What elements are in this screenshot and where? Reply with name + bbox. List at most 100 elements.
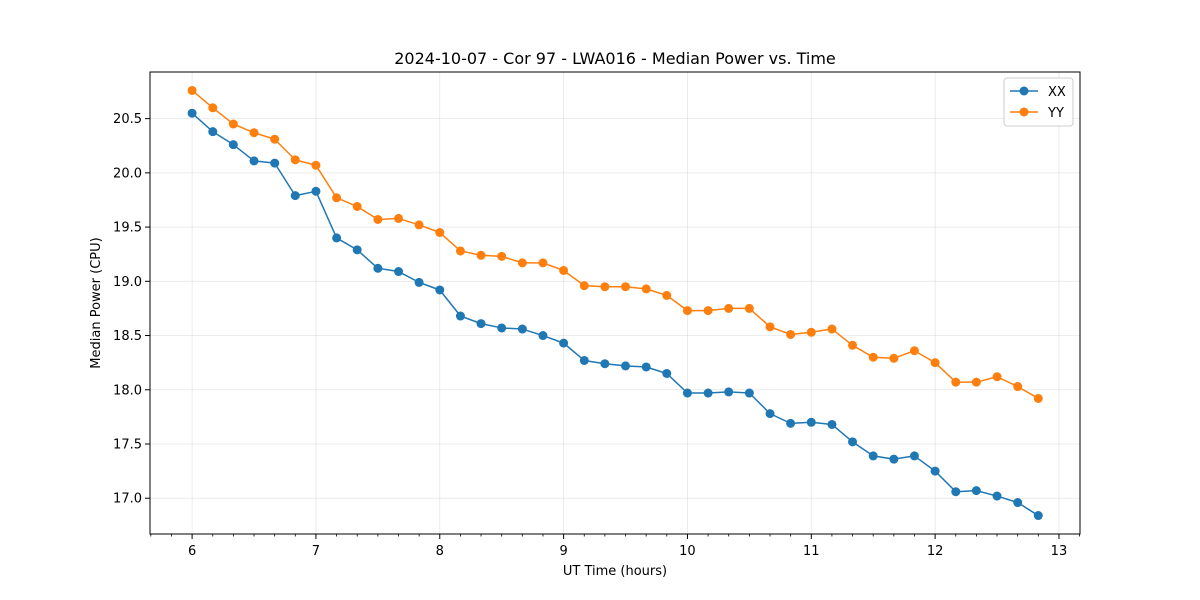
data-point-yy [682, 306, 692, 316]
data-point-xx [930, 466, 940, 476]
data-point-yy [889, 353, 899, 363]
data-point-xx [971, 486, 981, 496]
data-point-yy [455, 246, 465, 256]
data-point-xx [414, 277, 424, 287]
data-point-yy [786, 329, 796, 339]
data-point-xx [497, 323, 507, 333]
data-point-yy [848, 340, 858, 350]
data-point-xx [187, 108, 197, 118]
data-point-xx [662, 368, 672, 378]
data-point-xx [394, 267, 404, 277]
data-point-xx [579, 355, 589, 365]
data-point-yy [311, 160, 321, 170]
axis-ticks: 6 7 8 9 10 11 12 13 17.0 17.5 18.0 18.5 19.0 19.5 20.0… [113, 112, 1080, 559]
x-tick-label: 13 [1051, 544, 1068, 559]
x-tick-label: 6 [188, 544, 196, 559]
plot-frame [149, 71, 1081, 535]
data-point-xx [249, 156, 259, 166]
x-tick-label: 7 [312, 544, 320, 559]
y-tick-label: 17.5 [113, 437, 142, 452]
data-point-yy [765, 322, 775, 332]
data-point-xx [744, 388, 754, 398]
data-point-yy [930, 358, 940, 368]
data-point-xx [517, 324, 527, 334]
y-tick-label: 18.0 [113, 383, 142, 398]
x-tick-label: 11 [803, 544, 820, 559]
y-tick-label: 18.5 [113, 329, 142, 344]
data-point-yy [332, 193, 342, 203]
y-axis-label: Median Power (CPU) [89, 237, 104, 368]
data-point-yy [414, 220, 424, 230]
data-point-xx [951, 487, 961, 497]
y-tick-label: 20.5 [113, 112, 142, 127]
data-point-yy [909, 346, 919, 356]
data-point-yy [641, 284, 651, 294]
data-point-xx [332, 233, 342, 243]
data-point-xx [270, 158, 280, 168]
grid-lines [150, 72, 1080, 534]
data-point-xx [703, 388, 713, 398]
data-point-yy [373, 214, 383, 224]
legend-label-yy: YY [1047, 106, 1064, 121]
data-point-xx [868, 451, 878, 461]
data-point-xx [1033, 511, 1043, 521]
x-tick-label: 12 [927, 544, 944, 559]
data-point-yy [744, 303, 754, 313]
data-point-xx [909, 451, 919, 461]
data-point-xx [621, 361, 631, 371]
data-point-xx [600, 359, 610, 369]
data-point-yy [497, 251, 507, 261]
data-point-yy [435, 228, 445, 238]
legend: XX YY [1003, 77, 1074, 127]
data-point-yy [621, 282, 631, 292]
data-point-xx [476, 319, 486, 329]
data-point-yy [352, 201, 362, 211]
data-point-xx [1013, 498, 1023, 508]
data-point-yy [394, 213, 404, 223]
data-point-yy [476, 250, 486, 260]
x-tick-label: 8 [436, 544, 444, 559]
x-tick-label: 10 [679, 544, 696, 559]
data-point-xx [311, 186, 321, 196]
x-tick-label: 9 [559, 544, 567, 559]
data-point-yy [270, 134, 280, 144]
data-point-yy [724, 303, 734, 313]
data-point-yy [868, 352, 878, 362]
data-point-yy [559, 265, 569, 275]
data-point-yy [538, 258, 548, 268]
chart-title: 2024-10-07 - Cor 97 - LWA016 - Median Po… [394, 49, 836, 68]
data-point-yy [992, 372, 1002, 382]
data-point-xx [208, 127, 218, 137]
series-xx [187, 108, 1043, 521]
y-tick-label: 17.0 [113, 492, 142, 507]
y-tick-label: 20.0 [113, 166, 142, 181]
legend-marker-xx [1019, 86, 1029, 96]
series-yy [187, 85, 1043, 403]
data-point-xx [538, 331, 548, 341]
data-point-xx [455, 311, 465, 321]
data-point-yy [579, 281, 589, 291]
data-point-yy [806, 327, 816, 337]
data-point-yy [827, 324, 837, 334]
data-point-xx [848, 437, 858, 447]
data-point-yy [208, 103, 218, 113]
data-point-yy [1013, 382, 1023, 392]
data-point-yy [1033, 393, 1043, 403]
data-point-yy [951, 377, 961, 387]
data-point-xx [682, 388, 692, 398]
data-point-yy [703, 306, 713, 316]
plot-series [187, 85, 1043, 521]
data-point-xx [827, 419, 837, 429]
x-axis-label: UT Time (hours) [563, 564, 667, 579]
data-point-xx [724, 387, 734, 397]
data-point-xx [373, 263, 383, 273]
data-point-xx [559, 338, 569, 348]
data-point-xx [806, 417, 816, 427]
data-point-yy [187, 85, 197, 95]
data-point-yy [290, 155, 300, 165]
data-point-xx [765, 409, 775, 419]
legend-label-xx: XX [1048, 85, 1066, 100]
data-point-xx [786, 418, 796, 428]
data-point-xx [228, 140, 238, 150]
